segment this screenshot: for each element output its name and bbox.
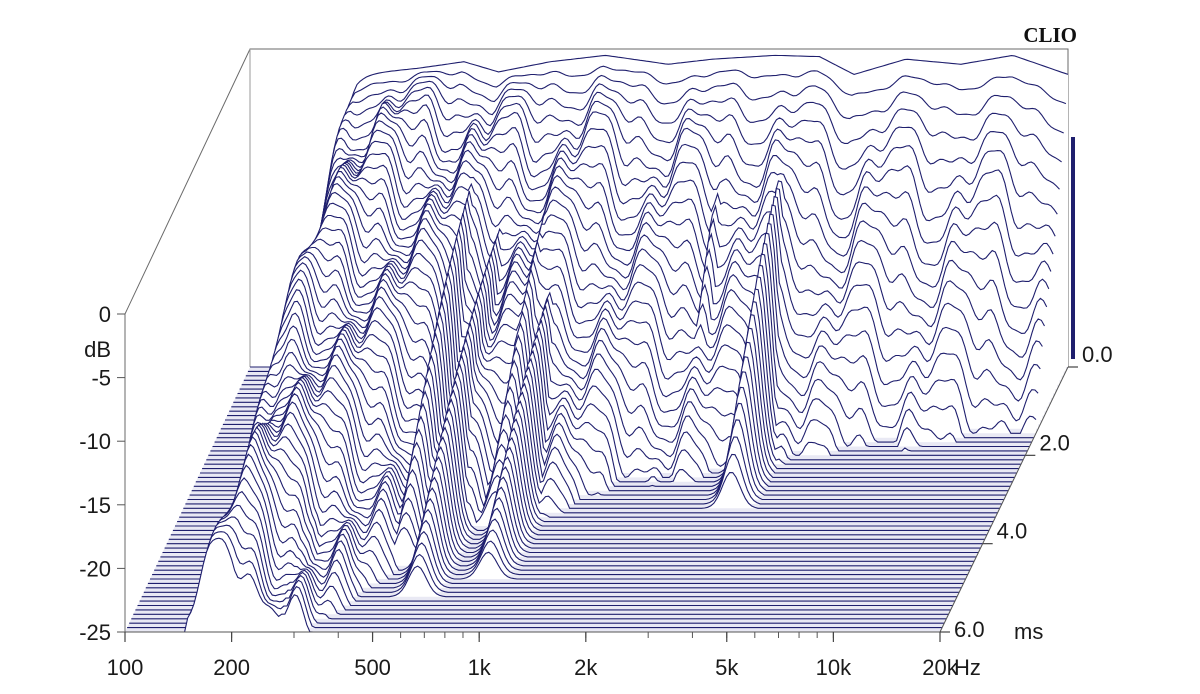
slice-line-57 xyxy=(131,516,947,620)
freq-tick-label-7: 20k xyxy=(922,655,958,680)
time-tick-label-0: 0.0 xyxy=(1082,342,1113,367)
slice-line-20 xyxy=(208,214,1026,456)
db-tick-label-2: -10 xyxy=(79,429,111,454)
slice-line-48 xyxy=(150,426,966,580)
slice-line-17 xyxy=(214,182,1032,443)
slice-fill-60 xyxy=(125,538,940,632)
slice-line-38 xyxy=(170,376,987,536)
time-tick-label-2: 4.0 xyxy=(997,519,1028,544)
slice-line-2 xyxy=(245,74,1064,377)
freq-tick-label-3: 1k xyxy=(468,655,492,680)
slice-line-41 xyxy=(164,386,981,549)
slice-line-32 xyxy=(183,325,1000,509)
freq-tick-label-4: 2k xyxy=(574,655,598,680)
slice-line-45 xyxy=(156,422,972,567)
slice-line-58 xyxy=(129,524,945,624)
slice-line-18 xyxy=(212,191,1030,448)
db-tick-label-3: -15 xyxy=(79,493,111,518)
slice-line-56 xyxy=(133,504,949,615)
slice-line-31 xyxy=(185,312,1002,505)
slice-line-55 xyxy=(135,490,951,611)
freq-tick-label-0: 100 xyxy=(107,655,144,680)
slice-line-21 xyxy=(206,227,1024,461)
freq-tick-label-2: 500 xyxy=(354,655,391,680)
slice-line-1 xyxy=(247,65,1067,372)
slice-line-15 xyxy=(218,171,1037,434)
slice-line-19 xyxy=(210,202,1028,452)
slice-line-16 xyxy=(216,176,1034,439)
slice-line-4 xyxy=(241,86,1060,386)
slice-line-23 xyxy=(202,246,1019,470)
db-tick-label-0: 0 xyxy=(99,302,111,327)
slice-line-26 xyxy=(195,262,1013,483)
db-tick-label-4: -20 xyxy=(79,556,111,581)
slice-line-12 xyxy=(225,153,1043,421)
slice-line-43 xyxy=(160,401,977,558)
slice-line-59 xyxy=(127,531,943,629)
slice-line-39 xyxy=(168,378,985,540)
slice-line-27 xyxy=(193,269,1011,487)
brand-label: CLIO xyxy=(1023,23,1077,47)
slice-line-52 xyxy=(141,453,958,598)
freq-tick-label-5: 5k xyxy=(715,655,739,680)
axis-layer: 0 -5 -10 -15 -20 -25 dB 100 200 500 1k 2k 5k 10k 20kHz… xyxy=(79,137,1113,680)
db-tick-label-1: -5 xyxy=(91,366,111,391)
freq-unit-label: Hz xyxy=(954,655,981,680)
db-tick-label-5: -25 xyxy=(79,620,111,645)
slice-layer xyxy=(125,54,1069,633)
slice-fill-43 xyxy=(160,402,977,557)
freq-tick-label-6: 10k xyxy=(816,655,852,680)
time-tick-label-1: 2.0 xyxy=(1039,430,1070,455)
time-marker-bar xyxy=(1071,137,1075,359)
slice-fill-45 xyxy=(156,423,973,566)
slice-line-53 xyxy=(139,464,955,602)
slice-line-22 xyxy=(204,238,1022,465)
slice-line-3 xyxy=(243,80,1062,381)
slice-line-28 xyxy=(191,278,1009,492)
slice-line-24 xyxy=(200,251,1017,474)
slice-line-36 xyxy=(175,365,992,527)
slice-line-42 xyxy=(162,393,979,554)
slice-line-33 xyxy=(181,338,998,514)
slice-line-14 xyxy=(220,166,1039,430)
time-tick-label-3: 6.0 xyxy=(954,617,985,642)
slice-line-54 xyxy=(137,477,953,607)
slice-line-34 xyxy=(179,345,996,518)
time-unit-label: ms xyxy=(1014,619,1043,644)
slice-line-30 xyxy=(187,300,1004,501)
db-unit-label: dB xyxy=(84,337,111,362)
slice-line-51 xyxy=(143,443,960,593)
slice-fill-42 xyxy=(162,393,979,553)
slice-line-35 xyxy=(177,354,994,523)
slice-line-13 xyxy=(222,164,1041,425)
slice-line-44 xyxy=(158,411,975,562)
time-axis-line xyxy=(939,366,1069,633)
slice-line-40 xyxy=(166,381,983,545)
slice-line-46 xyxy=(154,422,970,571)
freq-tick-label-1: 200 xyxy=(213,655,250,680)
slice-fill-41 xyxy=(164,387,981,549)
slice-line-25 xyxy=(197,256,1015,479)
slice-line-47 xyxy=(152,423,968,576)
slice-line-29 xyxy=(189,289,1007,496)
slice-line-37 xyxy=(172,375,990,531)
slice-line-49 xyxy=(147,430,964,584)
slice-line-50 xyxy=(145,435,962,589)
slice-line-0 xyxy=(250,54,1069,368)
